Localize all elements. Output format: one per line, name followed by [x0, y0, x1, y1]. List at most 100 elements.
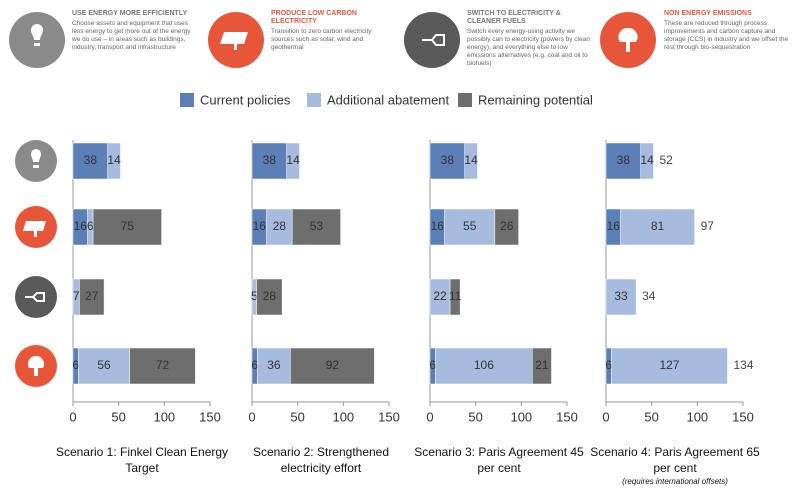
value-label: 53: [310, 219, 324, 233]
value-label: 28: [263, 289, 277, 303]
bar-segment: [286, 142, 300, 180]
bar-segment: [78, 347, 130, 385]
x-tick-label: 50: [290, 409, 304, 424]
bar-segment: [92, 208, 162, 246]
header-text: These are reduced through process improv…: [664, 20, 789, 51]
value-label: 33: [614, 289, 628, 303]
value-label: 38: [263, 153, 277, 167]
value-label: 16: [74, 219, 88, 233]
panel-title: Scenario 4: Paris Agreement 65 per cent (…: [588, 444, 763, 488]
x-tick-label: 150: [732, 409, 754, 424]
value-label: 6: [87, 219, 94, 233]
header-text: Transition to zero carbon electricity so…: [271, 28, 372, 51]
value-label: 14: [107, 153, 121, 167]
bar-segment: [79, 278, 105, 316]
bar-segment: [611, 347, 728, 385]
bar-segment: [605, 278, 637, 316]
value-label: 38: [617, 153, 631, 167]
header-title: SWITCH TO ELECTRICITY & CLEANER FUELS: [467, 10, 561, 25]
value-label: 5: [251, 289, 258, 303]
bar-segment: [256, 278, 283, 316]
x-tick-label: 0: [69, 409, 76, 424]
value-label: 22: [433, 289, 447, 303]
total-label: 134: [733, 358, 753, 372]
panel-title-text: Scenario 4: Paris Agreement 65 per cent: [590, 445, 760, 475]
x-tick-label: 50: [644, 409, 658, 424]
value-label: 6: [429, 358, 436, 372]
bar-segment: [129, 347, 196, 385]
header-item: USE ENERGY MORE EFFICIENTLY Choose assets…: [72, 10, 197, 52]
bar-segment: [72, 142, 108, 180]
panel-title-text: Scenario 2: Strengthened electricity eff…: [252, 445, 390, 475]
value-label: 56: [97, 358, 111, 372]
panel-title-text: Scenario 3: Paris Agreement 45 per cent: [414, 445, 584, 475]
bar-segment: [435, 347, 533, 385]
x-tick-label: 150: [556, 409, 578, 424]
bar-segment: [444, 208, 496, 246]
bar-segment: [257, 347, 291, 385]
value-label: 127: [659, 358, 679, 372]
value-label: 36: [267, 358, 281, 372]
header-text: Switch every energy-using activity we po…: [467, 28, 590, 67]
total-label: 34: [642, 289, 656, 303]
panel-title-text: Scenario 1: Finkel Clean Energy Target: [55, 445, 229, 475]
value-label: 11: [449, 289, 462, 303]
value-label: 14: [464, 153, 478, 167]
value-label: 38: [84, 153, 98, 167]
bar-segment: [251, 142, 287, 180]
bar-segment: [429, 142, 465, 180]
value-label: 55: [463, 219, 477, 233]
bar-segment: [494, 208, 519, 246]
bar-segment: [107, 142, 121, 180]
legend-label: Remaining potential: [478, 92, 593, 107]
value-label: 6: [72, 358, 79, 372]
value-label: 7: [73, 289, 80, 303]
x-tick-label: 0: [248, 409, 255, 424]
header-icons: [9, 12, 656, 68]
value-label: 16: [607, 219, 621, 233]
legend-swatch: [458, 93, 472, 107]
bar-segment: [620, 208, 695, 246]
total-label: 97: [701, 219, 715, 233]
x-tick-label: 0: [602, 409, 609, 424]
value-label: 72: [156, 358, 170, 372]
value-label: 16: [431, 219, 445, 233]
panel-note: (requires international offsets): [622, 477, 728, 486]
x-tick-label: 100: [332, 409, 354, 424]
value-label: 92: [326, 358, 340, 372]
header-title: PRODUCE LOW CARBON ELECTRICITY: [271, 10, 357, 25]
value-label: 81: [651, 219, 665, 233]
bar-segment: [605, 142, 641, 180]
bar-segment: [640, 142, 654, 180]
value-label: 14: [286, 153, 300, 167]
bar-segment: [464, 142, 478, 180]
legend-label: Additional abatement: [327, 92, 450, 107]
x-tick-label: 100: [510, 409, 532, 424]
value-label: 28: [273, 219, 287, 233]
value-label: 6: [251, 358, 258, 372]
header-title: USE ENERGY MORE EFFICIENTLY: [72, 10, 188, 17]
bar-segment: [532, 347, 552, 385]
legend-swatch: [307, 93, 321, 107]
header-title: NON ENERGY EMISSIONS: [664, 10, 752, 17]
x-tick-label: 50: [111, 409, 125, 424]
header-text: Choose assets and equipment that uses le…: [72, 20, 191, 51]
row-icons: [15, 140, 57, 387]
x-tick-label: 150: [378, 409, 400, 424]
value-label: 27: [85, 289, 99, 303]
panel-title: Scenario 2: Strengthened electricity eff…: [234, 444, 409, 476]
x-tick-label: 100: [686, 409, 708, 424]
value-label: 14: [640, 153, 654, 167]
value-label: 21: [535, 358, 549, 372]
bar-segment: [290, 347, 375, 385]
x-tick-label: 50: [468, 409, 482, 424]
bar-segment: [449, 278, 461, 316]
value-label: 6: [605, 358, 612, 372]
legend-label: Current policies: [200, 92, 291, 107]
header-item: SWITCH TO ELECTRICITY & CLEANER FUELS Swi…: [467, 10, 592, 68]
value-label: 26: [500, 219, 514, 233]
value-label: 16: [253, 219, 267, 233]
x-tick-label: 0: [426, 409, 433, 424]
